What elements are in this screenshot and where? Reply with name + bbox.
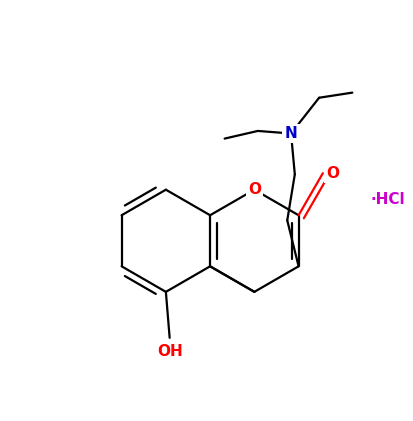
Text: ·HCl: ·HCl <box>369 192 404 208</box>
Text: O: O <box>247 182 260 197</box>
Text: N: N <box>284 126 297 141</box>
Text: OH: OH <box>157 344 182 359</box>
Text: O: O <box>325 166 338 181</box>
